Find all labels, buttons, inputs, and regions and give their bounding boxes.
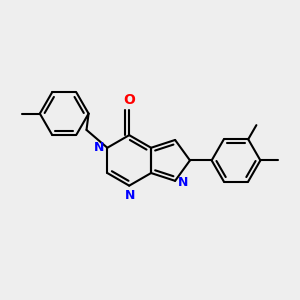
Text: N: N <box>178 176 188 189</box>
Text: N: N <box>94 141 104 154</box>
Text: O: O <box>123 94 135 107</box>
Text: N: N <box>124 189 135 202</box>
